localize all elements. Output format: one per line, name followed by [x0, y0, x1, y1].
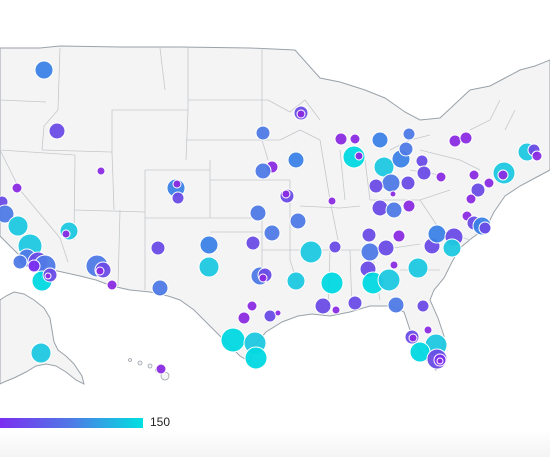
city-marker[interactable]	[349, 133, 361, 145]
city-marker[interactable]	[497, 169, 509, 181]
city-marker[interactable]	[442, 238, 462, 258]
city-marker[interactable]	[299, 240, 323, 264]
city-marker[interactable]	[381, 173, 401, 193]
city-marker[interactable]	[448, 134, 462, 148]
city-marker[interactable]	[342, 145, 366, 169]
legend-max-label: 150	[150, 415, 171, 429]
footer-strip	[0, 430, 550, 457]
city-marker[interactable]	[415, 154, 429, 168]
city-marker[interactable]	[377, 268, 401, 292]
city-marker[interactable]	[435, 171, 447, 183]
city-marker[interactable]	[354, 151, 364, 161]
city-marker[interactable]	[328, 240, 342, 254]
city-marker[interactable]	[416, 299, 430, 313]
city-marker[interactable]	[44, 272, 52, 280]
city-marker[interactable]	[198, 256, 220, 278]
city-marker[interactable]	[12, 254, 28, 270]
city-marker[interactable]	[263, 224, 281, 242]
city-marker[interactable]	[199, 235, 219, 255]
city-marker[interactable]	[172, 179, 182, 189]
city-marker[interactable]	[398, 141, 414, 157]
city-marker[interactable]	[400, 175, 416, 191]
city-marker[interactable]	[263, 309, 277, 323]
city-marker[interactable]	[334, 132, 348, 146]
city-marker[interactable]	[244, 346, 268, 370]
city-marker[interactable]	[468, 169, 480, 181]
city-marker[interactable]	[155, 363, 167, 375]
city-marker[interactable]	[402, 127, 416, 141]
city-marker[interactable]	[151, 279, 169, 297]
city-marker[interactable]	[255, 125, 271, 141]
city-marker[interactable]	[371, 199, 389, 217]
city-marker[interactable]	[258, 273, 268, 283]
city-marker[interactable]	[7, 215, 29, 237]
city-marker[interactable]	[377, 239, 395, 257]
city-marker[interactable]	[347, 295, 363, 311]
city-marker[interactable]	[427, 224, 447, 244]
city-marker[interactable]	[220, 327, 246, 353]
city-marker[interactable]	[286, 271, 306, 291]
city-marker[interactable]	[0, 204, 15, 224]
city-marker[interactable]	[531, 150, 543, 162]
city-marker[interactable]	[408, 333, 418, 343]
city-marker[interactable]	[407, 257, 429, 279]
city-marker[interactable]	[289, 212, 307, 230]
city-marker[interactable]	[106, 279, 118, 291]
city-marker[interactable]	[30, 342, 52, 364]
city-marker[interactable]	[470, 182, 486, 198]
city-marker[interactable]	[483, 177, 495, 189]
city-marker[interactable]	[34, 60, 54, 80]
city-marker[interactable]	[459, 131, 473, 145]
city-marker[interactable]	[389, 260, 399, 270]
city-marker[interactable]	[385, 201, 403, 219]
city-marker[interactable]	[465, 193, 477, 205]
alaska-shape	[0, 291, 85, 385]
legend-gradient-bar	[0, 418, 143, 428]
city-marker[interactable]	[331, 305, 341, 315]
city-marker[interactable]	[416, 165, 432, 181]
city-marker[interactable]	[314, 297, 332, 315]
city-marker[interactable]	[296, 109, 306, 119]
city-marker[interactable]	[392, 229, 406, 243]
city-marker[interactable]	[274, 309, 282, 317]
us-mainland-shape	[0, 45, 550, 371]
city-bubbles	[0, 60, 543, 375]
city-marker[interactable]	[478, 221, 492, 235]
city-marker[interactable]	[368, 178, 384, 194]
city-marker[interactable]	[402, 199, 416, 213]
city-marker[interactable]	[254, 162, 272, 180]
city-marker[interactable]	[360, 242, 380, 262]
city-marker[interactable]	[61, 229, 71, 239]
city-marker[interactable]	[11, 182, 23, 194]
city-marker[interactable]	[436, 357, 444, 365]
city-marker[interactable]	[246, 300, 258, 312]
city-marker[interactable]	[371, 131, 389, 149]
city-marker[interactable]	[96, 166, 106, 176]
city-marker[interactable]	[320, 271, 344, 295]
city-marker[interactable]	[27, 259, 41, 273]
city-marker[interactable]	[150, 240, 166, 256]
city-marker[interactable]	[249, 204, 267, 222]
city-marker[interactable]	[387, 296, 405, 314]
city-marker[interactable]	[423, 325, 433, 335]
city-marker[interactable]	[237, 311, 251, 325]
city-marker[interactable]	[327, 196, 337, 206]
city-marker[interactable]	[95, 266, 105, 276]
city-marker[interactable]	[281, 189, 291, 199]
city-marker[interactable]	[171, 191, 185, 205]
city-marker[interactable]	[389, 190, 397, 198]
city-marker[interactable]	[287, 151, 305, 169]
city-marker[interactable]	[245, 235, 261, 251]
city-marker[interactable]	[48, 122, 66, 140]
city-marker[interactable]	[361, 227, 377, 243]
